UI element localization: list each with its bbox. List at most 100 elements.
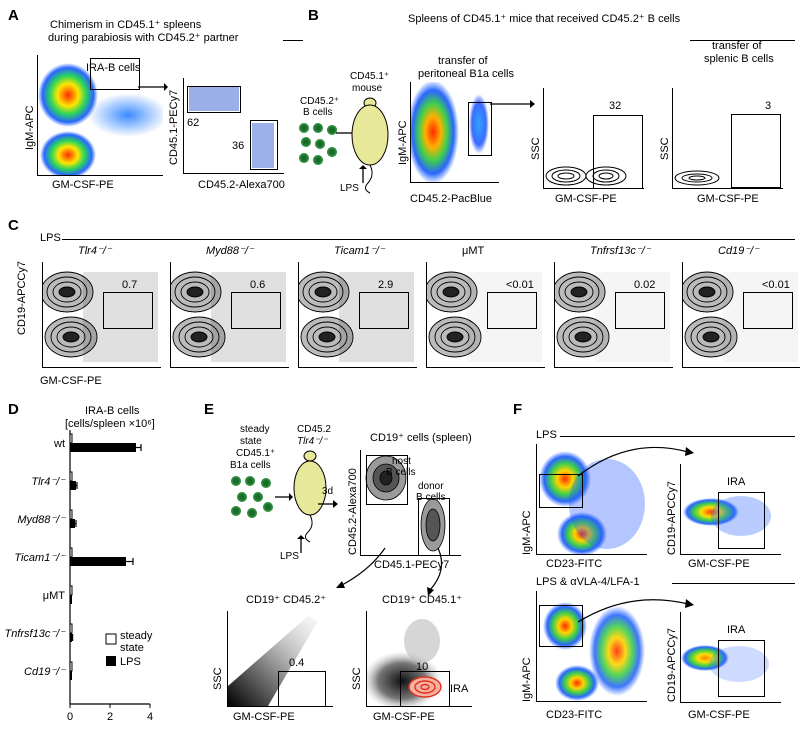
panel-b-arrow-out [490, 100, 535, 108]
panel-b-contour-3 [674, 170, 720, 186]
bar-steady [69, 433, 73, 444]
panel-f-row2-right-plot [680, 612, 781, 703]
panel-e-host-ylabel: SSC [212, 667, 224, 690]
panel-e-host-1: host [392, 456, 411, 467]
category-label: Tlr4⁻/⁻ [31, 476, 66, 488]
bar-lps [70, 481, 76, 490]
panel-b-value-3: 3 [765, 100, 772, 112]
legend-steady-label-2: state [120, 642, 144, 654]
panel-f-row2-gate [539, 605, 583, 647]
panel-e-donor-gate-2: B cells [416, 492, 446, 503]
panel-b-plot3-title-2: splenic B cells [704, 53, 774, 65]
panel-f-row2-right-ylabel: CD19-APCCy7 [666, 628, 678, 702]
category-label: Tnfrsf13c⁻/⁻ [4, 628, 66, 640]
bar-steady [69, 585, 73, 596]
panel-e-value-04: 0.4 [289, 657, 305, 669]
panel-c-ylabel: CD19-APCCy7 [16, 261, 28, 335]
panel-b-mouse-label-2: mouse [352, 83, 383, 94]
panel-b-plot3-xlabel: GM-CSF-PE [697, 193, 759, 205]
panel-a-plot2-ylabel: CD45.1-PECy7 [168, 89, 180, 165]
panel-a-letter: A [8, 7, 19, 24]
panel-e-arrow-in [275, 493, 293, 501]
panel-f-row1-right-xlabel: GM-CSF-PE [688, 558, 750, 570]
panel-f-row1-rule [560, 436, 795, 437]
panel-e-split-arrows [336, 547, 443, 596]
panel-f-row2-left-ylabel: IgM-APC [521, 657, 533, 702]
panel-f-row2-ira: IRA [727, 624, 746, 636]
panel-e-mouse-2: Tlr4⁻/⁻ [297, 436, 328, 447]
panel-f-row1-left-xlabel: CD23-FITC [546, 558, 603, 570]
panel-c-gate [231, 292, 281, 329]
panel-b-plot3-ylabel: SSC [659, 137, 671, 160]
panel-b-mouse-icon [351, 97, 389, 194]
panel-e-top-plot [360, 450, 461, 556]
panel-f-row1-right-density [683, 496, 771, 536]
panel-f-row1-ira-gate [718, 492, 765, 549]
panel-c-contour [427, 271, 542, 362]
panel-f-row1-right-plot [680, 464, 781, 555]
panel-e-top-xlabel: CD45.1-PECy7 [374, 559, 450, 571]
panel-a-arrow [138, 83, 168, 91]
panel-d-letter: D [8, 401, 19, 418]
panel-f-row2-right-density [681, 645, 769, 682]
panel-b-title-rule [690, 40, 795, 41]
panel-f-row2-left-plot [536, 591, 647, 702]
panel-b-plot2-ylabel: SSC [530, 137, 542, 160]
panel-d-title: IRA-B cells [85, 405, 140, 417]
panel-c-gate [615, 292, 665, 329]
panel-b-title: Spleens of CD45.1⁺ mice that received CD… [408, 13, 681, 25]
x-tick-label: 2 [107, 711, 113, 723]
panel-c-plot [682, 262, 800, 368]
panel-c-plot-title: Cd19⁻/⁻ [718, 245, 759, 257]
panel-b-plot2-xlabel: GM-CSF-PE [555, 193, 617, 205]
panel-f-row1-right-ylabel: CD19-APCCy7 [666, 481, 678, 555]
panel-c-plot-title: Ticam1⁻/⁻ [334, 245, 385, 257]
panel-c-gate-value: <0.01 [762, 279, 790, 291]
panel-b-plot-1 [410, 82, 499, 183]
category-label: wt [53, 438, 65, 450]
panel-c-plot [42, 262, 161, 368]
bar-lps [70, 443, 136, 452]
x-tick-label: 0 [67, 711, 73, 723]
panel-b-contour-2 [545, 166, 627, 186]
panel-b-lps: LPS [340, 183, 359, 194]
x-tick-label: 4 [147, 711, 153, 723]
panel-f-row2-arrow [577, 599, 694, 623]
panel-e-host-title: CD19⁺ CD45.2⁺ [246, 594, 327, 606]
panel-c-plot-title: Tlr4⁻/⁻ [78, 245, 112, 257]
panel-c-header: LPS [40, 232, 61, 244]
bar-lps [70, 557, 126, 566]
panel-c-plot-title: Tnfrsf13c⁻/⁻ [590, 245, 651, 257]
panel-c-plot-title: Myd88⁻/⁻ [206, 245, 254, 257]
panel-f-row1-gate [539, 474, 583, 508]
legend-steady-label: steady [120, 630, 153, 642]
panel-b-plot1-xlabel: CD45.2-PacBlue [410, 193, 492, 205]
panel-d-subtitle: [cells/spleen ×10⁶] [65, 418, 155, 430]
panel-b-donor-label: CD45.2⁺ [300, 96, 340, 107]
panel-c-contour [555, 271, 670, 362]
panel-e-donor-gate [418, 498, 450, 555]
panel-b-donor-label-2: B cells [303, 107, 333, 118]
panel-e-host-gate-ssc [278, 671, 326, 706]
panel-f-row1-left-density [539, 451, 645, 554]
panel-e-letter: E [204, 401, 215, 418]
bar-steady [69, 661, 73, 672]
panel-c-gate [487, 292, 537, 329]
panel-c-gate-value: 0.6 [250, 279, 266, 291]
panel-f-row2-rule [672, 583, 795, 584]
panel-c-gate [103, 292, 153, 329]
panel-e-lps: LPS [280, 551, 299, 562]
panel-e-donor-title: CD19⁺ CD45.1⁺ [382, 594, 463, 606]
panel-e-donor-gate-ssc [400, 671, 450, 706]
legend-lps-swatch [106, 656, 116, 666]
panel-e-donor-2: state [240, 436, 262, 447]
panel-a-gate-cd451 [187, 86, 241, 113]
panel-c-gate-value: 0.7 [122, 279, 138, 291]
bar-steady [69, 509, 73, 520]
bar-lps [70, 519, 75, 528]
panel-c-plot [298, 262, 417, 368]
panel-a-density-1 [38, 63, 163, 175]
panel-c-xlabel: GM-CSF-PE [40, 375, 102, 387]
panel-b-mouse-label: CD45.1⁺ [350, 71, 390, 82]
panel-a-ira-gate [90, 58, 140, 90]
